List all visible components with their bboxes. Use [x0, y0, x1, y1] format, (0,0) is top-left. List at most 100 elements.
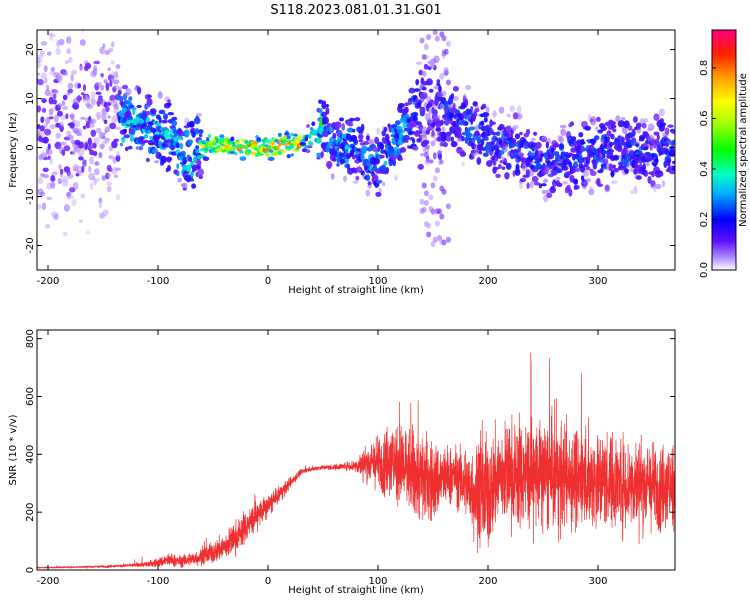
spectrogram-cell-1082 — [399, 157, 403, 161]
spectrogram-cell-1030 — [383, 161, 388, 166]
spectrogram-cell-179 — [81, 165, 85, 173]
spectrogram-cell-1160 — [419, 107, 426, 115]
spectrogram-cell-1457 — [505, 162, 512, 170]
spectrogram-cell-643 — [222, 141, 229, 145]
snr-x-tick-label-2: 0 — [265, 576, 271, 587]
spectrogram-cell-953 — [360, 153, 365, 161]
spectrogram-cell-1637 — [558, 136, 565, 144]
spectrogram-cell-1416 — [493, 166, 500, 170]
spectrogram-cell-262 — [102, 47, 106, 55]
spectrogram-cell-513 — [171, 116, 178, 121]
spectrogram-cell-38 — [42, 174, 50, 179]
spectrogram-cell-1808 — [608, 141, 614, 147]
spectrogram-cell-298 — [110, 71, 115, 77]
spectrogram-cell-278 — [105, 106, 110, 112]
spectrogram-cell-320 — [115, 64, 121, 70]
spectrogram-cell-115 — [62, 175, 68, 183]
spectrogram-cell-209 — [87, 144, 92, 149]
spectrogram-cell-88 — [54, 141, 62, 150]
spectrogram-cell-224 — [90, 98, 96, 106]
spectrogram-cell-1426 — [495, 131, 501, 136]
spectrogram-cell-686 — [248, 149, 252, 154]
spectrogram-cell-777 — [299, 142, 307, 146]
spectrogram-cell-60 — [48, 108, 54, 116]
spectrogram-cell-1366 — [478, 150, 483, 155]
spectrogram-cell-1680 — [571, 136, 577, 142]
spectrogram-cell-1181 — [425, 144, 431, 150]
snr-x-tick-label-4: 200 — [478, 576, 497, 587]
spectrogram-cell-943 — [357, 165, 361, 174]
spectrogram-cell-1540 — [529, 160, 535, 164]
spectrogram-cell-960 — [361, 145, 368, 151]
spectrogram-cell-1773 — [597, 129, 604, 134]
spectrogram-cell-735 — [276, 145, 280, 151]
spectrogram-cell-2048 — [428, 194, 434, 201]
spectrogram-cell-306 — [111, 140, 118, 149]
spectrogram-cell-630 — [214, 136, 219, 140]
spectrogram-cell-392 — [136, 104, 142, 109]
spectrogram-cell-144 — [72, 19, 75, 25]
spectrogram-cell-2076 — [441, 239, 447, 246]
spectrogram-cell-1807 — [608, 163, 614, 172]
spectrogram-cell-2079 — [441, 35, 447, 42]
snr-y-tick-label-2: 400 — [25, 445, 36, 464]
spectrogram-cell-1424 — [495, 173, 501, 178]
spectrogram-cell-1778 — [600, 167, 604, 173]
spectrogram-cell-98 — [58, 38, 65, 46]
spectrogram-cell-277 — [105, 82, 110, 90]
spectrogram-cell-2027 — [419, 198, 425, 205]
spectrogram-cell-1978 — [656, 173, 664, 177]
spectrogram-cell-1708 — [579, 156, 583, 163]
snr-x-tick-label-5: 300 — [588, 576, 607, 587]
spectrogram-cell-1412 — [492, 161, 497, 166]
spectrogram-cell-1377 — [481, 103, 487, 109]
spectrogram-cell-1763 — [596, 116, 601, 122]
spectrogram-cell-1113 — [407, 127, 413, 131]
spectrogram-cell-273 — [104, 137, 111, 142]
spectrogram-cell-2033 — [421, 70, 427, 77]
spectrogram-y-tick-label-3: 10 — [25, 92, 36, 105]
spectrogram-cell-2043 — [426, 34, 432, 40]
spectrogram-cell-2032 — [421, 131, 427, 138]
spectrogram-cell-2004 — [666, 157, 672, 164]
spectrogram-cell-886 — [341, 123, 346, 131]
spectrogram-cell-589 — [195, 127, 199, 135]
spectrogram-cell-51 — [46, 196, 53, 201]
spectrogram-cell-536 — [178, 130, 185, 137]
spectrogram-cell-951 — [360, 123, 365, 132]
spectrogram-cell-1372 — [480, 120, 485, 126]
spectrogram-cell-1491 — [514, 169, 521, 176]
spectrogram-cell-2080 — [441, 90, 447, 97]
spectrogram-cell-2090 — [445, 203, 451, 210]
spectrogram-cell-111 — [62, 71, 69, 76]
spectrogram-cell-2062 — [434, 35, 440, 42]
spectrogram-cell-1881 — [630, 190, 634, 195]
spectrogram-cell-1894 — [632, 116, 639, 123]
spectrogram-cell-129 — [66, 48, 71, 55]
spectrogram-cell-202 — [84, 62, 92, 70]
spectrogram-cell-781 — [304, 144, 309, 149]
spectrogram-cell-2051 — [430, 140, 436, 147]
spectrogram-cell-236 — [93, 60, 101, 65]
spectrogram-cell-551 — [183, 129, 190, 138]
spectrogram-cell-1594 — [545, 141, 550, 149]
spectrogram-cell-1214 — [433, 55, 440, 64]
spectrogram-cell-1564 — [535, 141, 542, 149]
spectrogram-x-tick-label-0: -200 — [37, 276, 60, 287]
spectrogram-cell-122 — [63, 145, 71, 152]
spectrogram-cell-999 — [374, 175, 379, 182]
spectrogram-cell-342 — [123, 128, 127, 133]
spectrogram-cell-414 — [143, 139, 149, 143]
spectrogram-cell-1353 — [474, 104, 480, 113]
spectrogram-cell-512 — [171, 120, 178, 127]
spectrogram-cell-206 — [88, 165, 92, 173]
spectrogram-cell-1612 — [549, 186, 557, 194]
spectrogram-cell-1021 — [382, 181, 386, 187]
spectrogram-cell-1411 — [492, 131, 498, 136]
spectrogram-cell-1625 — [555, 176, 561, 180]
colorbar-tick-label-0: 0.0 — [699, 262, 710, 278]
spectrogram-cell-1180 — [424, 158, 432, 166]
spectrogram-cell-948 — [358, 133, 364, 140]
spectrogram-cell-1902 — [635, 175, 642, 180]
spectrogram-cell-1925 — [644, 169, 648, 178]
